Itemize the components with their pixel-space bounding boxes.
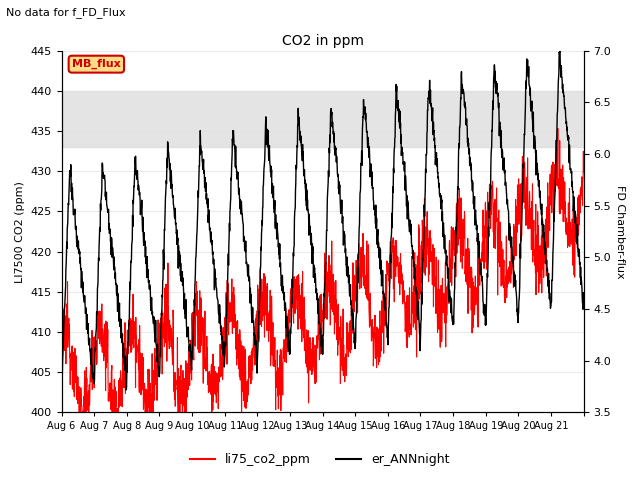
Title: CO2 in ppm: CO2 in ppm [282,34,364,48]
Bar [61,91,584,147]
Legend: li75_co2_ppm, er_ANNnight: li75_co2_ppm, er_ANNnight [186,448,454,471]
Y-axis label: FD Chamber-flux: FD Chamber-flux [615,185,625,278]
Text: MB_flux: MB_flux [72,59,121,69]
Y-axis label: LI7500 CO2 (ppm): LI7500 CO2 (ppm) [15,180,25,283]
Text: No data for f_FD_Flux: No data for f_FD_Flux [6,7,126,18]
